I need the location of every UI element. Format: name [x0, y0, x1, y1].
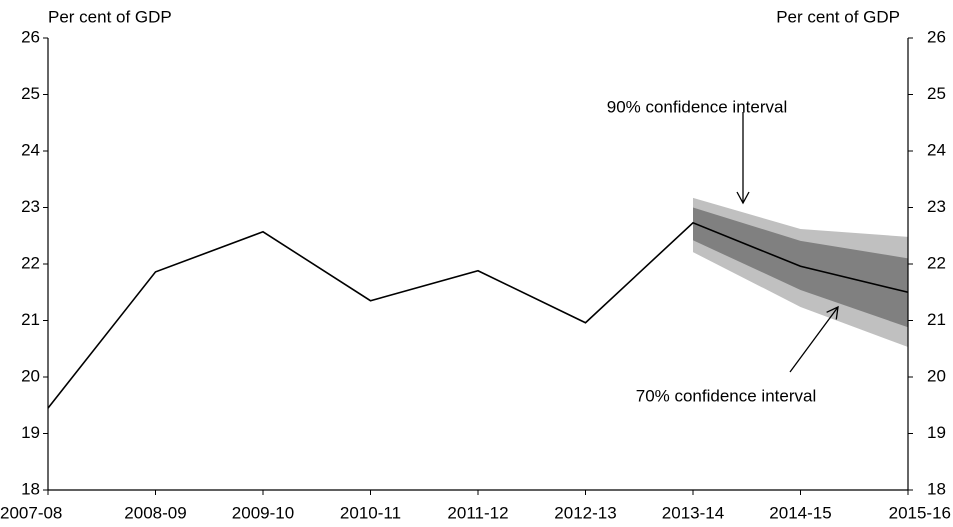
x-tick-label: 2013-14: [662, 503, 724, 522]
y2-tick-label: 24: [927, 140, 946, 159]
annotation: 70% confidence interval: [636, 386, 817, 405]
y2-tick-label: 25: [927, 84, 946, 103]
data-line: [47, 221, 909, 409]
confidence-band: [693, 207, 908, 328]
x-tick-label: 2011-12: [447, 503, 508, 522]
x-tick-label: 2008-09: [124, 503, 186, 522]
y2-tick-label: 26: [927, 27, 946, 46]
y-tick-label: 26: [21, 27, 40, 46]
y-tick-label: 21: [21, 310, 40, 329]
y-tick-label: 24: [21, 140, 40, 159]
x-tick-label: 2014-15: [769, 503, 831, 522]
y-tick-label: 20: [21, 366, 40, 385]
annotation: 90% confidence interval: [607, 97, 788, 116]
y-tick-label: 22: [21, 253, 40, 272]
annotation-arrow: [789, 305, 839, 373]
y2-tick-label: 19: [927, 423, 946, 442]
y-tick-label: 25: [21, 84, 40, 103]
y-tick-label: 19: [21, 423, 40, 442]
y2-tick-label: 23: [927, 197, 946, 216]
y-tick-label: 23: [21, 197, 40, 216]
x-tick-label: 2009-10: [232, 503, 294, 522]
y-axis-label: Per cent of GDP: [48, 7, 172, 26]
y-tick-label: 18: [21, 479, 40, 498]
x-tick-label: 2015-16: [889, 503, 951, 522]
x-tick-label: 2010-11: [340, 503, 401, 522]
y2-tick-label: 20: [927, 366, 946, 385]
x-tick-label: 2007-08: [0, 503, 62, 522]
x-tick-label: 2012-13: [554, 503, 616, 522]
y2-tick-label: 22: [927, 253, 946, 272]
y2-axis-label: Per cent of GDP: [776, 7, 900, 26]
y2-tick-label: 21: [927, 310, 946, 329]
y2-tick-label: 18: [927, 479, 946, 498]
